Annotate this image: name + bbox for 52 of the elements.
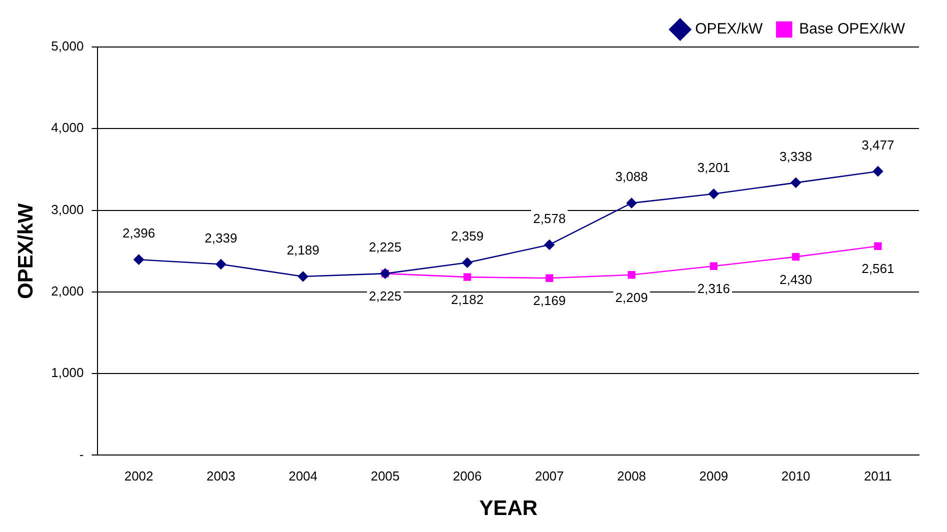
x-tick-label: 2010	[781, 468, 810, 484]
data-label: 2,430	[780, 272, 812, 287]
y-axis-title: OPEX/kW	[14, 203, 38, 299]
x-tick-label: 2005	[370, 468, 400, 484]
x-tick-label: 2008	[617, 468, 646, 484]
point	[546, 274, 554, 282]
data-label: 2,578	[533, 210, 566, 226]
point	[790, 178, 801, 188]
point	[628, 271, 636, 279]
point	[710, 262, 718, 270]
data-label: 2,182	[451, 292, 484, 308]
x-tick-label: 2009	[699, 468, 728, 484]
x-tick-label: 2003	[206, 468, 236, 484]
point	[463, 273, 472, 281]
data-label: 2,561	[862, 261, 894, 276]
point	[874, 242, 882, 250]
data-label: 2,339	[204, 230, 238, 246]
point	[298, 271, 308, 282]
y-tick-label: 2,000	[51, 284, 84, 298]
y-tick-label: 4,000	[51, 120, 84, 136]
data-label: 2,169	[533, 293, 566, 308]
data-label: 2,396	[122, 226, 156, 241]
point	[708, 188, 719, 200]
data-label: 2,316	[697, 281, 730, 296]
data-label: 3,088	[615, 169, 648, 184]
data-label: 2,225	[368, 288, 402, 304]
data-label: 3,477	[862, 137, 894, 152]
data-label: 2,359	[451, 228, 484, 244]
point	[626, 198, 637, 208]
x-axis-title: YEAR	[479, 497, 538, 520]
data-label: 2,189	[286, 242, 320, 258]
x-tick-label: 2002	[124, 468, 154, 484]
point	[134, 254, 144, 265]
legend-label: Base OPEX/kW	[799, 20, 906, 38]
legend-label: OPEX/kW	[695, 20, 764, 38]
x-tick-label: 2006	[452, 468, 482, 484]
point	[792, 252, 800, 261]
y-tick-label: 1,000	[51, 365, 84, 380]
data-label: 2,209	[615, 290, 648, 305]
x-tick-label: 2007	[534, 468, 564, 484]
data-label: 3,201	[697, 160, 730, 175]
x-tick-label: 2011	[864, 468, 892, 484]
y-tick-label: 5,000	[51, 38, 84, 54]
point	[462, 257, 472, 268]
data-label: 2,225	[368, 240, 402, 255]
y-tick-label: 3,000	[51, 202, 84, 217]
y-tick-label: -	[79, 446, 84, 462]
point	[216, 259, 226, 270]
point	[544, 240, 555, 250]
x-tick-label: 2004	[288, 468, 318, 484]
point	[872, 166, 884, 176]
data-label: 3,338	[780, 148, 812, 164]
